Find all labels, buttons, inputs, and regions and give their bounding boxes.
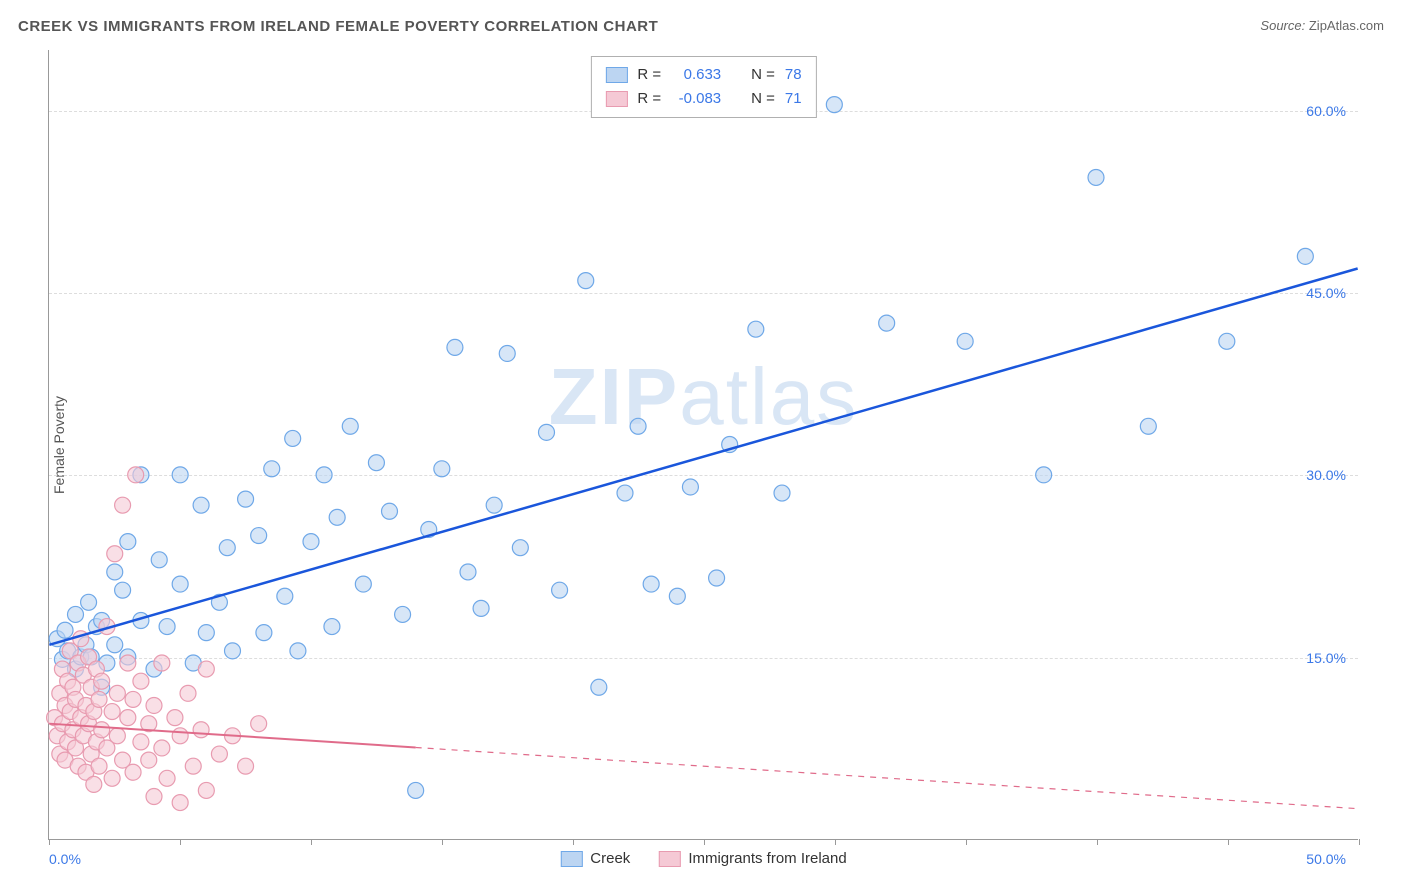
legend-label-creek: Creek	[590, 850, 630, 867]
source-value: ZipAtlas.com	[1309, 18, 1384, 33]
r-label-2: R =	[637, 87, 661, 111]
legend-item-creek: Creek	[560, 850, 630, 867]
legend-row-ireland: R = -0.083 N = 71	[605, 87, 801, 111]
n-label-2: N =	[751, 87, 775, 111]
ireland-swatch	[605, 91, 627, 107]
creek-swatch-bottom	[560, 851, 582, 867]
plot-svg	[49, 50, 1358, 839]
x-axis-min-label: 0.0%	[49, 851, 81, 867]
ireland-r-value: -0.083	[671, 87, 721, 111]
source-label: Source:	[1260, 18, 1305, 33]
plot-area: Female Poverty ZIPatlas 15.0%30.0%45.0%6…	[48, 50, 1358, 840]
creek-n-value: 78	[785, 63, 802, 87]
legend-row-creek: R = 0.633 N = 78	[605, 63, 801, 87]
r-label: R =	[637, 63, 661, 87]
legend-label-ireland: Immigrants from Ireland	[688, 850, 846, 867]
creek-r-value: 0.633	[671, 63, 721, 87]
correlation-legend: R = 0.633 N = 78 R = -0.083 N = 71	[590, 56, 816, 118]
ireland-swatch-bottom	[658, 851, 680, 867]
source-attribution: Source: ZipAtlas.com	[1260, 18, 1384, 33]
x-axis-max-label: 50.0%	[1306, 851, 1346, 867]
legend-item-ireland: Immigrants from Ireland	[658, 850, 846, 867]
ireland-n-value: 71	[785, 87, 802, 111]
creek-swatch	[605, 67, 627, 83]
series-legend: Creek Immigrants from Ireland	[560, 850, 846, 867]
chart-title: CREEK VS IMMIGRANTS FROM IRELAND FEMALE …	[18, 18, 658, 35]
n-label: N =	[751, 63, 775, 87]
